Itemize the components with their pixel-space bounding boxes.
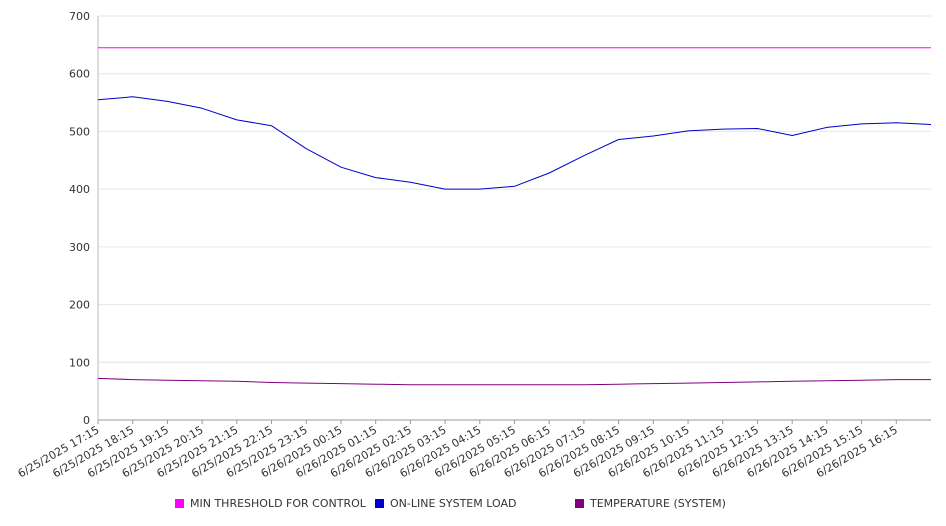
y-tick-label-500: 500 bbox=[69, 125, 90, 138]
legend-swatch-system-load bbox=[375, 499, 384, 508]
y-tick-label-200: 200 bbox=[69, 299, 90, 312]
series-lines bbox=[97, 47, 932, 386]
y-tick-label-100: 100 bbox=[69, 356, 90, 369]
axes bbox=[97, 16, 931, 424]
series-line-temperature-system bbox=[97, 377, 931, 386]
legend-item-system-load[interactable]: ON-LINE SYSTEM LOAD bbox=[375, 497, 516, 510]
legend-swatch-min-threshold bbox=[175, 499, 184, 508]
legend-item-min-threshold[interactable]: MIN THRESHOLD FOR CONTROL bbox=[175, 497, 366, 510]
y-tick-label-700: 700 bbox=[69, 10, 90, 23]
legend: MIN THRESHOLD FOR CONTROL ON-LINE SYSTEM… bbox=[0, 497, 946, 515]
legend-label-min-threshold: MIN THRESHOLD FOR CONTROL bbox=[190, 497, 366, 510]
y-tick-labels: 0 100 200 300 400 500 600 700 bbox=[69, 10, 90, 427]
y-tick-label-600: 600 bbox=[69, 68, 90, 81]
y-tick-label-0: 0 bbox=[83, 414, 90, 427]
y-tick-label-400: 400 bbox=[69, 183, 90, 196]
y-tick-label-300: 300 bbox=[69, 241, 90, 254]
legend-item-temperature[interactable]: TEMPERATURE (SYSTEM) bbox=[575, 497, 726, 510]
legend-label-temperature: TEMPERATURE (SYSTEM) bbox=[590, 497, 726, 510]
legend-label-system-load: ON-LINE SYSTEM LOAD bbox=[390, 497, 517, 510]
series-line-on-line-system-load bbox=[97, 96, 932, 190]
gridlines bbox=[98, 15, 931, 363]
legend-swatch-temperature bbox=[575, 499, 584, 508]
x-tick-labels: 6/25/2025 17:156/25/2025 18:156/25/2025 … bbox=[16, 423, 900, 480]
